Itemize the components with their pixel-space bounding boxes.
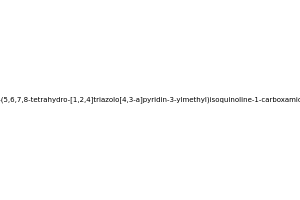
Text: N-(5,6,7,8-tetrahydro-[1,2,4]triazolo[4,3-a]pyridin-3-ylmethyl)isoquinoline-1-ca: N-(5,6,7,8-tetrahydro-[1,2,4]triazolo[4,…	[0, 97, 300, 103]
